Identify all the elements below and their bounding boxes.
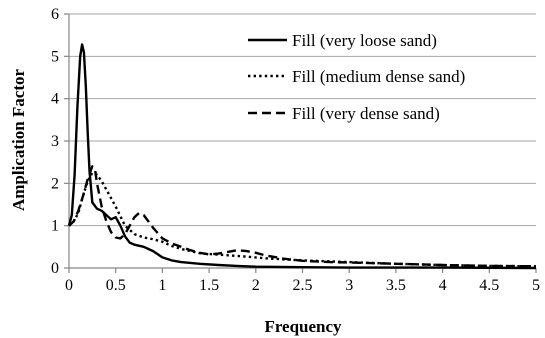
x-tick-label-9: 4.5 bbox=[479, 277, 499, 294]
legend-label-0: Fill (very loose sand) bbox=[292, 31, 437, 50]
y-tick-label-3: 3 bbox=[51, 133, 59, 150]
x-tick-label-10: 5 bbox=[532, 277, 540, 294]
x-tick-label-7: 3.5 bbox=[386, 277, 406, 294]
series-line-0 bbox=[67, 43, 537, 270]
x-tick-label-5: 2.5 bbox=[293, 277, 313, 294]
legend-label-2: Fill (very dense sand) bbox=[292, 104, 440, 123]
x-tick-label-3: 1.5 bbox=[199, 277, 219, 294]
x-tick-label-0: 0 bbox=[65, 277, 73, 294]
y-tick-labels: 0 1 2 3 4 5 6 bbox=[51, 6, 59, 277]
y-tick-label-5: 5 bbox=[51, 48, 59, 65]
series-lines bbox=[67, 43, 537, 270]
y-axis-title: Amplication Factor bbox=[9, 68, 28, 211]
series-line-1 bbox=[68, 171, 537, 268]
gridlines bbox=[69, 13, 536, 227]
x-tick-label-2: 1 bbox=[158, 277, 166, 294]
legend: Fill (very loose sand) Fill (medium dense… bbox=[248, 31, 465, 123]
y-tick-label-6: 6 bbox=[51, 6, 59, 23]
series-line-2 bbox=[68, 165, 537, 268]
y-tick-label-2: 2 bbox=[51, 175, 59, 192]
x-tick-label-8: 4 bbox=[439, 277, 447, 294]
y-tick-label-4: 4 bbox=[51, 91, 59, 108]
legend-label-1: Fill (medium dense sand) bbox=[292, 67, 465, 86]
y-tick-label-1: 1 bbox=[51, 218, 59, 235]
x-tick-label-6: 3 bbox=[345, 277, 353, 294]
x-tick-label-1: 0.5 bbox=[106, 277, 126, 294]
x-tick-label-4: 2 bbox=[252, 277, 260, 294]
x-tick-labels: 0 0.5 1 1.5 2 2.5 3 3.5 4 4.5 5 bbox=[65, 277, 540, 294]
y-tick-label-0: 0 bbox=[51, 260, 59, 277]
x-axis-title: Frequency bbox=[264, 317, 342, 336]
